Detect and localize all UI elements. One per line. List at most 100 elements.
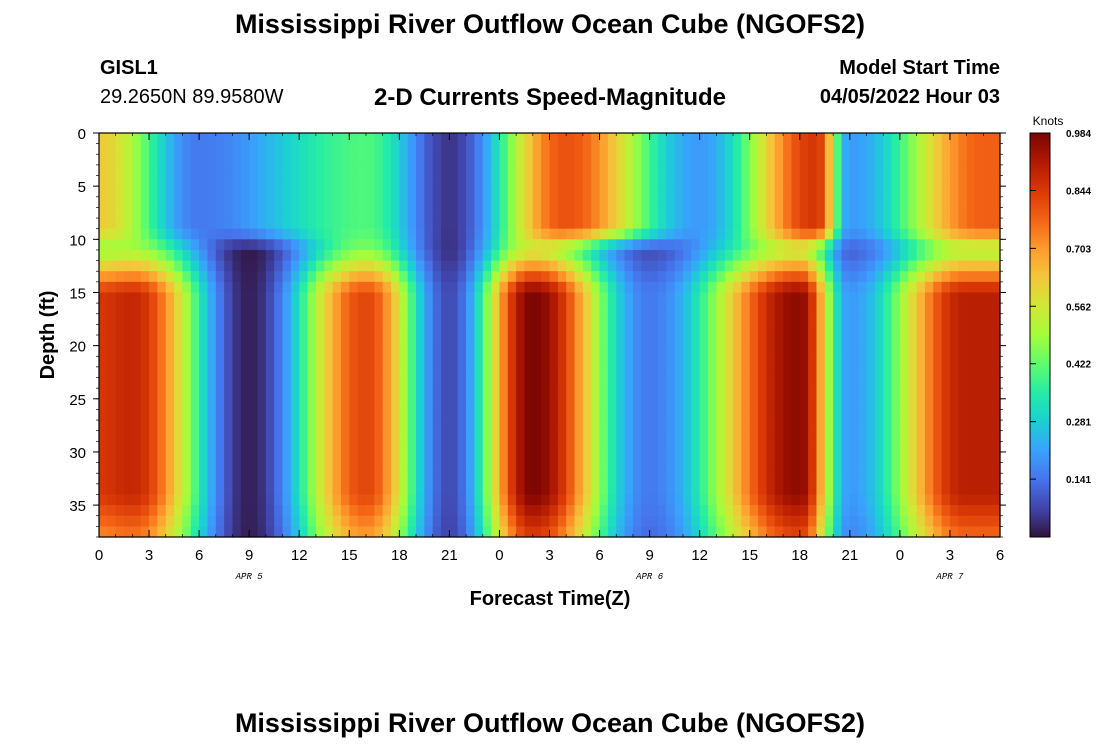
heatmap-cell: [824, 313, 834, 325]
heatmap-cell: [891, 420, 901, 432]
heatmap-cell: [365, 483, 375, 496]
heatmap-cell: [541, 271, 551, 283]
heatmap-cell: [340, 430, 350, 442]
heatmap-cell: [332, 218, 342, 230]
heatmap-cell: [749, 228, 759, 240]
heatmap-cell: [265, 409, 275, 421]
heatmap-cell: [457, 451, 467, 464]
heatmap-cell: [124, 133, 133, 145]
heatmap-cell: [783, 505, 793, 517]
heatmap-cell: [974, 207, 984, 219]
heatmap-cell: [374, 218, 384, 230]
heatmap-cell: [215, 473, 225, 485]
heatmap-cell: [149, 324, 158, 336]
heatmap-cell: [441, 281, 450, 294]
heatmap-cell: [432, 515, 442, 527]
heatmap-cell: [557, 175, 567, 187]
heatmap-cell: [924, 196, 934, 209]
heatmap-cell: [357, 292, 367, 304]
heatmap-cell: [449, 175, 459, 187]
heatmap-cell: [541, 526, 551, 538]
heatmap-cell: [682, 420, 692, 432]
heatmap-cell: [541, 324, 551, 336]
heatmap-cell: [149, 271, 158, 283]
heatmap-cell: [733, 462, 742, 474]
heatmap-cell: [641, 164, 651, 177]
heatmap-cell: [866, 281, 876, 294]
heatmap-cell: [916, 271, 926, 283]
heatmap-cell: [941, 313, 951, 325]
heatmap-cell: [791, 366, 801, 379]
heatmap-cell: [632, 313, 642, 325]
heatmap-cell: [240, 207, 250, 219]
heatmap-cell: [466, 505, 476, 517]
heatmap-cell: [524, 473, 534, 485]
heatmap-cell: [933, 451, 943, 464]
heatmap-cell: [799, 451, 809, 464]
heatmap-cell: [140, 430, 150, 442]
heatmap-cell: [574, 175, 584, 187]
heatmap-cell: [382, 398, 392, 411]
heatmap-cell: [491, 175, 501, 187]
heatmap-cell: [182, 345, 192, 357]
heatmap-cell: [249, 398, 259, 411]
heatmap-cell: [332, 420, 342, 432]
heatmap-cell: [883, 313, 893, 325]
heatmap-cell: [849, 505, 859, 517]
heatmap-cell: [174, 186, 184, 198]
heatmap-cell: [758, 313, 767, 325]
heatmap-cell: [165, 388, 175, 400]
heatmap-cell: [824, 249, 834, 262]
heatmap-cell: [332, 494, 342, 506]
heatmap-cell: [315, 175, 325, 187]
heatmap-cell: [541, 377, 551, 389]
heatmap-cell: [791, 441, 801, 453]
heatmap-cell: [407, 260, 417, 272]
heatmap-cell: [424, 356, 434, 368]
heatmap-cell: [916, 441, 926, 453]
heatmap-cell: [332, 133, 342, 145]
heatmap-cell: [716, 494, 726, 506]
heatmap-cell: [124, 409, 133, 421]
heatmap-cell: [758, 441, 767, 453]
heatmap-cell: [199, 356, 209, 368]
heatmap-cell: [524, 271, 534, 283]
heatmap-cell: [724, 239, 734, 251]
heatmap-cell: [207, 441, 217, 453]
heatmap-cell: [816, 164, 826, 177]
heatmap-cell: [249, 239, 259, 251]
heatmap-cell: [833, 420, 843, 432]
heatmap-cell: [958, 218, 968, 230]
heatmap-cell: [507, 133, 517, 145]
heatmap-cell: [307, 303, 317, 315]
heatmap-cell: [165, 207, 175, 219]
heatmap-cell: [724, 143, 734, 155]
heatmap-cell: [891, 154, 901, 166]
heatmap-cell: [691, 505, 701, 517]
heatmap-cell: [791, 377, 801, 389]
heatmap-cell: [816, 324, 826, 336]
heatmap-cell: [616, 526, 626, 538]
heatmap-cell: [666, 228, 676, 240]
heatmap-cell: [949, 196, 959, 209]
heatmap-cell: [516, 313, 526, 325]
heatmap-cell: [357, 388, 367, 400]
model-start-value: 04/05/2022 Hour 03: [819, 86, 1000, 108]
heatmap-cell: [474, 430, 484, 442]
heatmap-cell: [616, 483, 626, 496]
heatmap-cell: [941, 154, 951, 166]
heatmap-cell: [657, 175, 667, 187]
heatmap-cell: [724, 260, 734, 272]
heatmap-cell: [516, 473, 526, 485]
heatmap-cell: [274, 377, 284, 389]
heatmap-cell: [791, 420, 801, 432]
heatmap-cell: [599, 505, 609, 517]
heatmap-cell: [624, 398, 634, 411]
heatmap-cell: [99, 249, 108, 262]
heatmap-cell: [858, 377, 868, 389]
heatmap-cell: [307, 292, 317, 304]
heatmap-cell: [491, 196, 501, 209]
heatmap-cell: [332, 505, 342, 517]
heatmap-cell: [883, 303, 893, 315]
heatmap-cell: [457, 366, 467, 379]
